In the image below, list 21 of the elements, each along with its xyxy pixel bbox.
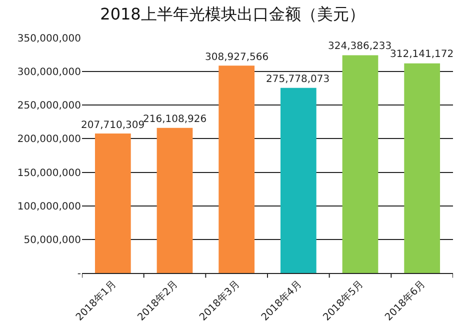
data-label: 308,927,566 (205, 52, 269, 63)
y-tick-label: 300,000,000 (17, 67, 81, 78)
data-label: 207,710,309 (81, 120, 145, 131)
y-tick-label: 150,000,000 (17, 168, 81, 179)
data-label: 216,108,926 (143, 114, 207, 125)
bar (342, 55, 378, 273)
bar (94, 134, 131, 273)
y-tick-label: - (77, 268, 82, 280)
y-tick-label: 50,000,000 (24, 234, 81, 246)
y-tick-label: 250,000,000 (17, 100, 81, 112)
bar (404, 63, 440, 273)
y-tick-label: 350,000,000 (17, 34, 81, 44)
y-tick-label: 100,000,000 (17, 201, 81, 212)
bar (218, 66, 255, 273)
y-tick-label: 200,000,000 (17, 134, 81, 146)
data-label: 312,141,172 (390, 49, 454, 60)
chart-title: 2018上半年光模块出口金额（美元） (100, 4, 365, 24)
bar (280, 88, 316, 273)
data-label: 324,386,233 (328, 41, 392, 52)
data-label: 275,778,073 (266, 74, 330, 85)
bar (156, 128, 193, 273)
